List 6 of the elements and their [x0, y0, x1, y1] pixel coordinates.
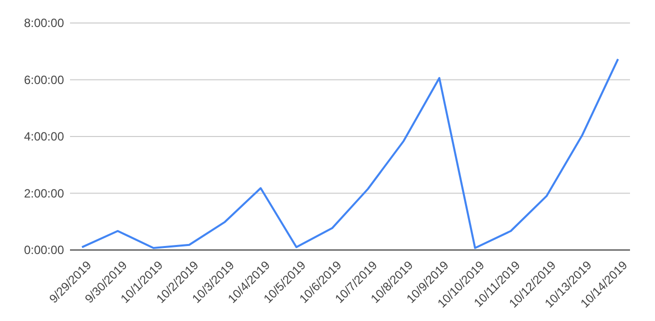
y-tick-label: 0:00:00 — [24, 243, 64, 258]
y-tick-label: 8:00:00 — [24, 16, 64, 30]
line-series — [81, 58, 619, 250]
y-tick-label: 6:00:00 — [24, 72, 64, 87]
y-tick-label: 2:00:00 — [24, 186, 64, 200]
y-tick-label: 4:00:00 — [24, 130, 64, 144]
